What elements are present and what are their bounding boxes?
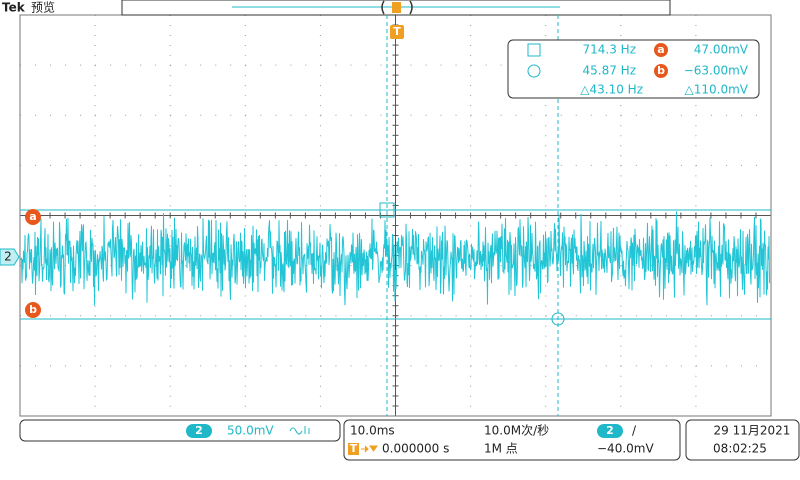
trigger-marker-box <box>390 25 404 39</box>
readout-value: −63.00mV <box>684 64 749 78</box>
trigger-icon-box <box>348 443 359 455</box>
datetime-box <box>685 419 800 461</box>
cursor-square <box>379 202 395 218</box>
readout-value: △110.0mV <box>685 83 749 97</box>
trigger-channel-badge <box>597 424 623 438</box>
cursor-a-marker <box>25 209 41 225</box>
channel-marker-tag <box>0 248 20 266</box>
sample-rate: 10.0M次/秒 <box>484 424 549 438</box>
readout-circle-icon <box>527 64 541 78</box>
trigger-level: −40.0mV <box>597 442 654 456</box>
readout-b-label: b <box>657 64 665 77</box>
readout-a-label: a <box>657 43 664 56</box>
cursor-b-marker <box>25 302 41 318</box>
channel-badge <box>186 424 212 438</box>
bandwidth-icon <box>289 426 310 435</box>
vertical-scale: 50.0mV <box>227 424 274 438</box>
view-bracket <box>381 0 413 15</box>
readout-value: 714.3 Hz <box>583 43 637 57</box>
trigger-position-icon <box>392 2 401 13</box>
brand: Tek <box>2 1 26 15</box>
readout-a-icon <box>654 43 668 57</box>
waveform <box>20 211 770 306</box>
time-scale: 10.0ms <box>350 424 395 438</box>
trigger-position: 0.000000 s <box>382 442 449 456</box>
mode: 预览 <box>31 0 55 15</box>
trigger-arrow <box>361 445 378 453</box>
cursor-circle <box>551 312 565 326</box>
channel-box <box>19 419 341 442</box>
readout-square-icon <box>527 43 541 57</box>
cursor-readout <box>507 39 760 99</box>
trigger-icon: T <box>350 442 358 455</box>
cursor-a-label: a <box>29 210 36 223</box>
channel-marker: 2 <box>4 250 12 264</box>
channel-number: 2 <box>195 424 203 437</box>
cursor-b-label: b <box>29 303 37 316</box>
trigger-channel: 2 <box>606 424 614 437</box>
readout-value: 45.87 Hz <box>583 64 637 78</box>
record-length: 1M 点 <box>484 442 518 456</box>
time: 08:02:25 <box>713 442 767 456</box>
timebase-box <box>343 419 681 461</box>
date: 29 11月2021 <box>714 424 791 438</box>
trigger-marker: T <box>393 25 401 38</box>
graticule <box>19 14 772 417</box>
readout-b-icon <box>654 64 668 78</box>
trigger-slope: / <box>632 424 637 438</box>
readout-value: △43.10 Hz <box>580 83 643 97</box>
readout-value: 47.00mV <box>694 43 749 57</box>
